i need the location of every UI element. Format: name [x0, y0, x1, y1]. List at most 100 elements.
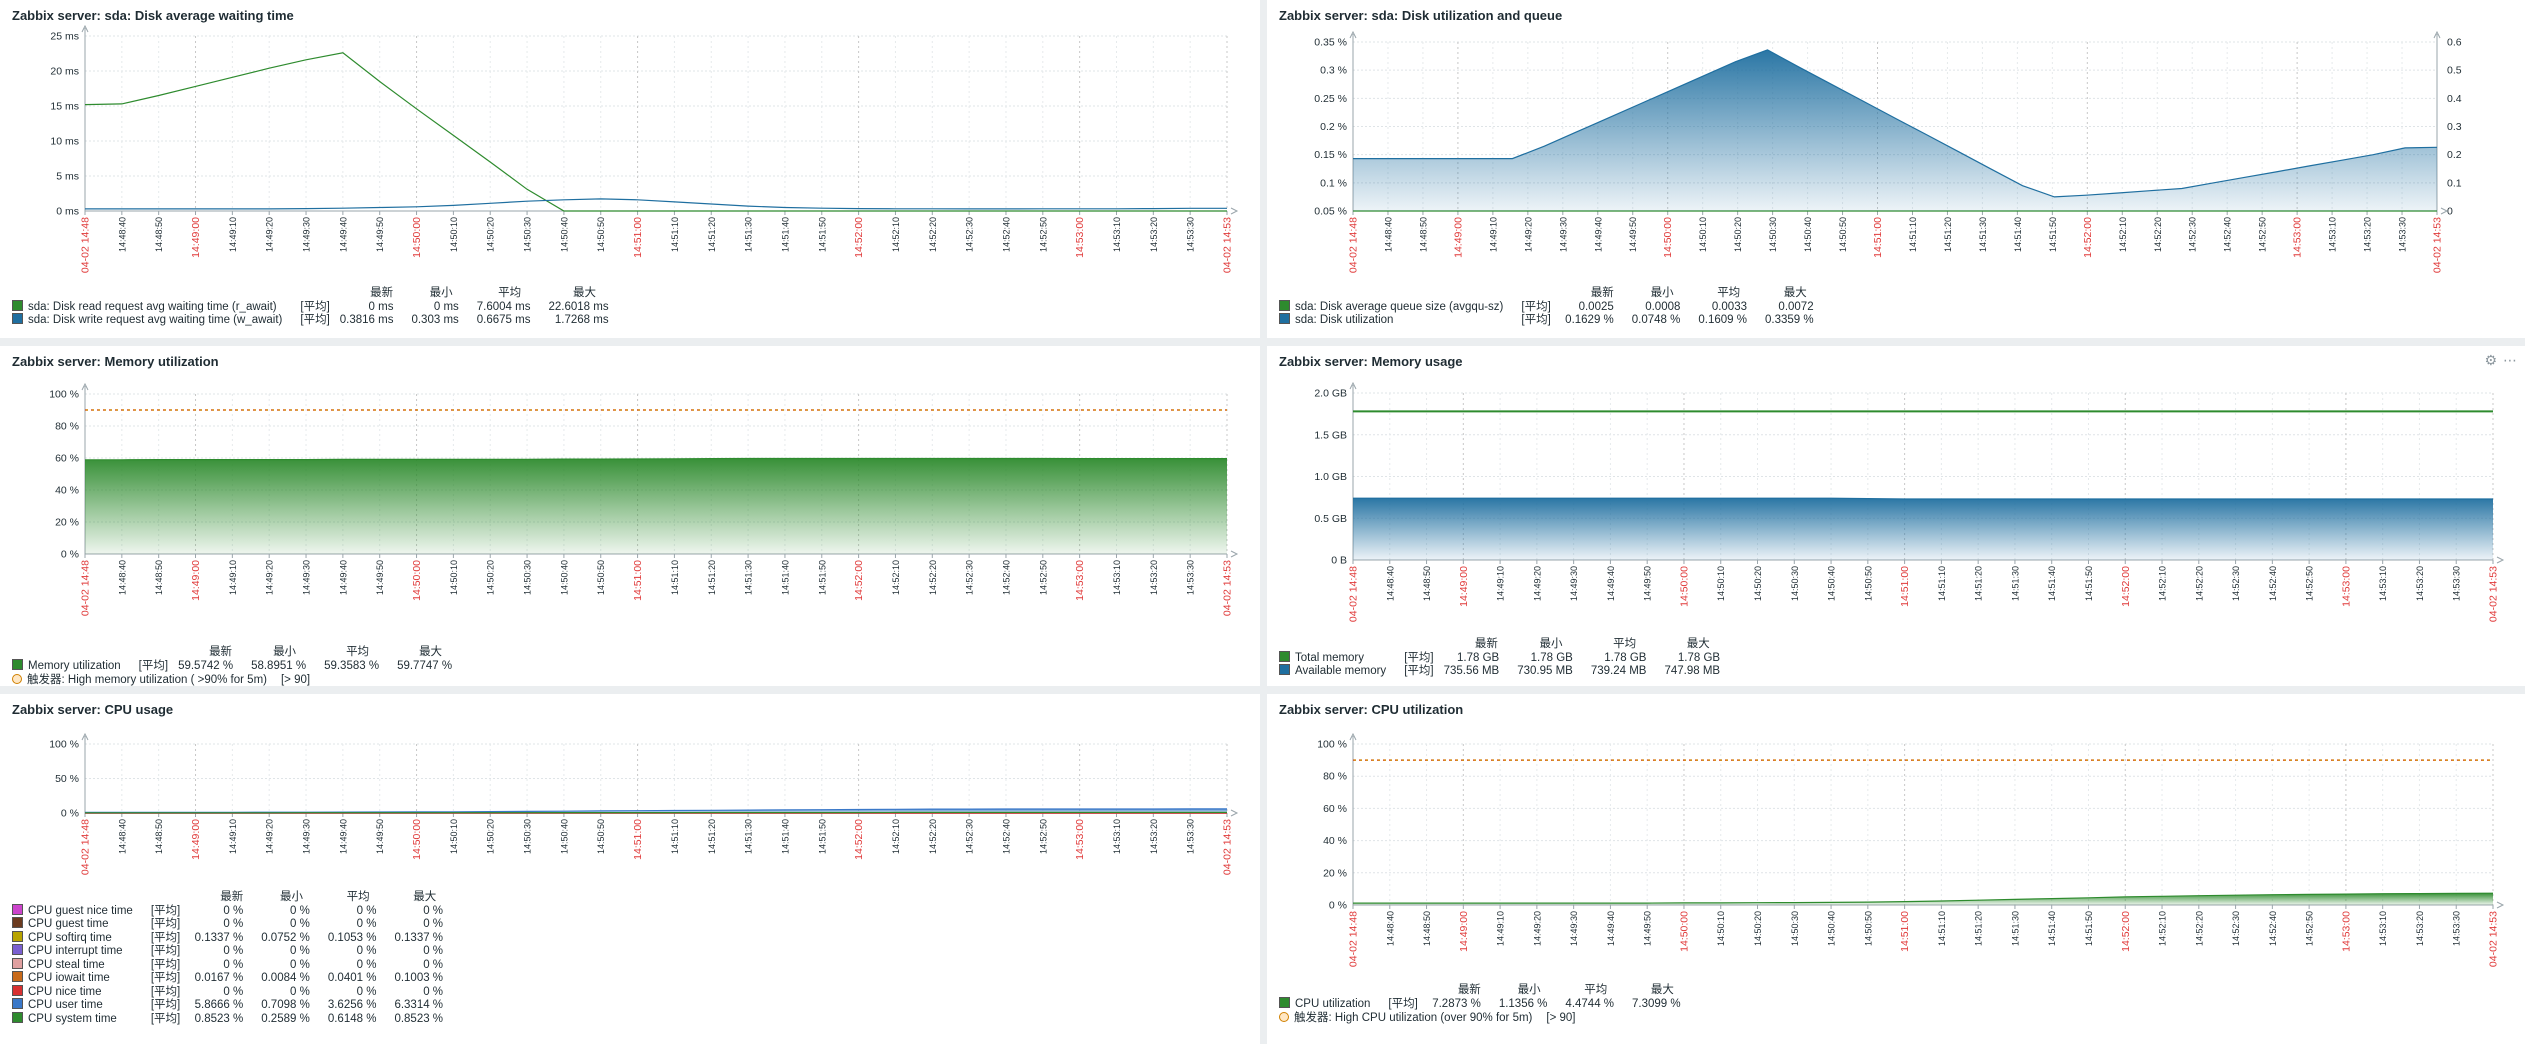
y-tick-label: 100 %	[49, 389, 79, 401]
legend-func: [平均]	[1388, 997, 1418, 1010]
graph-disk-util[interactable]: 0.05 % 0.1 % 0.15 % 0.2 % 0.25 % 0.3 % 0.35 % 0…	[1267, 0, 2525, 338]
x-tick-label: 14:49:40	[338, 819, 348, 854]
legend-header: 最新	[370, 287, 394, 299]
x-tick-label: 04-02 14:53	[2488, 911, 2500, 967]
y2-tick-label: 0.4	[2447, 93, 2462, 105]
x-tick-label: 14:51:20	[1974, 911, 1984, 946]
x-tick-label: 14:53:20	[2363, 217, 2373, 252]
more-icon[interactable]: ⋯	[2503, 352, 2517, 368]
x-tick-label: 14:52:10	[2158, 566, 2168, 601]
legend-min: 0 %	[290, 945, 310, 957]
legend-last: 0 %	[223, 985, 244, 998]
legend-header: 最小	[280, 891, 304, 903]
x-tick-label: 14:53:20	[2415, 566, 2425, 601]
x-tick-label: 14:53:30	[2452, 911, 2462, 946]
x-tick-label: 14:52:10	[891, 217, 901, 252]
x-tick-label: 14:52:20	[2194, 566, 2204, 601]
legend-header: 最大	[573, 287, 597, 299]
x-tick-label: 14:49:20	[265, 217, 275, 252]
y-tick-label: 0 ms	[56, 206, 79, 218]
x-tick-label: 14:52:20	[2194, 911, 2204, 946]
legend-row: Memory utilization [平均] 59.5742 % 58.8951 %…	[12, 658, 452, 674]
legend-header: 最小	[1650, 287, 1674, 299]
graph-memory-util[interactable]: 0 % 20 % 40 % 60 % 80 % 100 % 04-02 14:48 14:48…	[0, 346, 1260, 686]
x-tick-label: 14:48:40	[117, 819, 127, 854]
x-tick-label: 04-02 14:53	[2488, 566, 2500, 622]
x-tick-label: 14:48:50	[154, 819, 164, 854]
x-tick-label: 14:50:40	[1827, 911, 1837, 946]
x-tick-label: 14:53:10	[2378, 566, 2388, 601]
x-tick-label: 14:50:10	[449, 819, 459, 854]
legend-avg: 0 %	[356, 904, 377, 917]
y-tick-label: 40 %	[1323, 835, 1347, 847]
x-tick-label: 14:53:20	[1149, 819, 1159, 854]
y-tick-label: 80 %	[55, 421, 79, 433]
axis-arrow	[2433, 30, 2441, 39]
legend-series-name: sda: Disk read request avg waiting time …	[12, 299, 282, 315]
legend-row: CPU iowait time [平均] 0.0167 % 0.0084 % 0.040…	[12, 971, 443, 986]
x-tick-label: 14:49:50	[375, 560, 385, 595]
y-tick-label: 0.15 %	[1314, 149, 1347, 161]
legend-swatch	[1279, 650, 1290, 662]
legend-swatch	[12, 971, 23, 983]
legend-row: CPU guest time [平均] 0 % 0 % 0 % 0 %	[12, 917, 443, 932]
legend-min: 1.78 GB	[1530, 651, 1573, 664]
x-tick-label: 14:51:40	[780, 819, 790, 854]
axis-arrow	[1230, 550, 1239, 558]
x-tick-label: 14:52:40	[2268, 911, 2278, 946]
legend-min: 0.0748 %	[1631, 314, 1681, 326]
x-tick-label: 14:49:40	[1606, 911, 1616, 946]
legend-row: CPU user time [平均] 5.8666 % 0.7098 % 3.6256 …	[12, 998, 443, 1013]
x-tick-label: 14:51:50	[2084, 911, 2094, 946]
legend-last: 0.1337 %	[194, 931, 244, 944]
legend-min: 0 %	[290, 985, 310, 998]
x-tick-label: 14:52:50	[1038, 819, 1048, 854]
x-tick-label: 14:52:30	[2231, 566, 2241, 601]
x-tick-label: 14:51:30	[744, 560, 754, 595]
legend-last: 7.2873 %	[1432, 997, 1481, 1010]
x-tick-label: 14:52:10	[891, 560, 901, 595]
x-tick-label: 04-02 14:48	[80, 217, 92, 273]
x-tick-label: 14:53:20	[1149, 560, 1159, 595]
y-tick-label: 15 ms	[50, 101, 79, 113]
legend-max: 0.1337 %	[394, 931, 444, 944]
legend-func: [平均]	[150, 999, 181, 1011]
legend-series-name: CPU steal time	[12, 957, 133, 973]
x-tick-label: 14:51:30	[744, 217, 754, 252]
x-tick-label: 14:53:10	[1112, 560, 1122, 595]
y-tick-label: 0.3 %	[1320, 65, 1347, 77]
x-tick-label: 14:49:50	[375, 217, 385, 252]
x-tick-label: 14:50:20	[486, 819, 496, 854]
x-tick-label: 14:48:40	[1383, 217, 1393, 252]
graph-cpu-util[interactable]: 0 % 20 % 40 % 60 % 80 % 100 % 04-02 14:48 14:48…	[1267, 694, 2525, 1044]
y-tick-label: 0 %	[61, 549, 79, 561]
x-tick-label: 14:52:30	[2188, 217, 2198, 252]
legend-series-name: sda: Disk write request avg waiting time…	[12, 313, 282, 328]
graph-cpu-usage[interactable]: 0 % 50 % 100 % 04-02 14:48 14:48:40 14:48:50 1…	[0, 694, 1260, 1044]
y-tick-label: 0.2 %	[1320, 121, 1347, 133]
legend-last: 59.5742 %	[178, 659, 234, 672]
graph-disk-wait[interactable]: 0 ms 5 ms 10 ms 15 ms 20 ms 25 ms 04-02 14:48 1…	[0, 0, 1260, 338]
widget-title: Zabbix server: CPU usage	[12, 702, 174, 717]
legend-swatch	[12, 917, 23, 929]
x-tick-label: 14:51:20	[1943, 217, 1953, 252]
gear-icon[interactable]: ⚙	[2484, 352, 2497, 368]
x-tick-label: 14:53:30	[1186, 560, 1196, 595]
y2-tick-label: 0.6	[2447, 37, 2462, 49]
axis-arrow	[2496, 901, 2505, 909]
x-tick-label: 14:51:30	[1978, 217, 1988, 252]
x-tick-label: 14:49:10	[1496, 566, 1506, 601]
legend-swatch	[1279, 664, 1290, 676]
x-tick-label: 14:49:20	[1523, 217, 1533, 252]
x-tick-label: 14:48:50	[1422, 566, 1432, 601]
legend-max: 1.7268 ms	[554, 314, 609, 326]
x-tick-label: 14:53:10	[1112, 819, 1122, 854]
legend-avg: 3.6256 %	[327, 999, 377, 1011]
x-tick-label: 14:49:50	[375, 819, 385, 854]
x-tick-label: 14:52:30	[2231, 911, 2241, 946]
legend-row: CPU interrupt time [平均] 0 % 0 % 0 % 0 %	[12, 944, 443, 959]
graph-memory-usage[interactable]: 0 B 0.5 GB 1.0 GB 1.5 GB 2.0 GB 04-02 14:48 14…	[1267, 346, 2525, 686]
axis-arrow	[1349, 30, 1357, 39]
axis-arrow	[1349, 732, 1357, 741]
x-tick-label: 14:52:40	[2268, 566, 2278, 601]
